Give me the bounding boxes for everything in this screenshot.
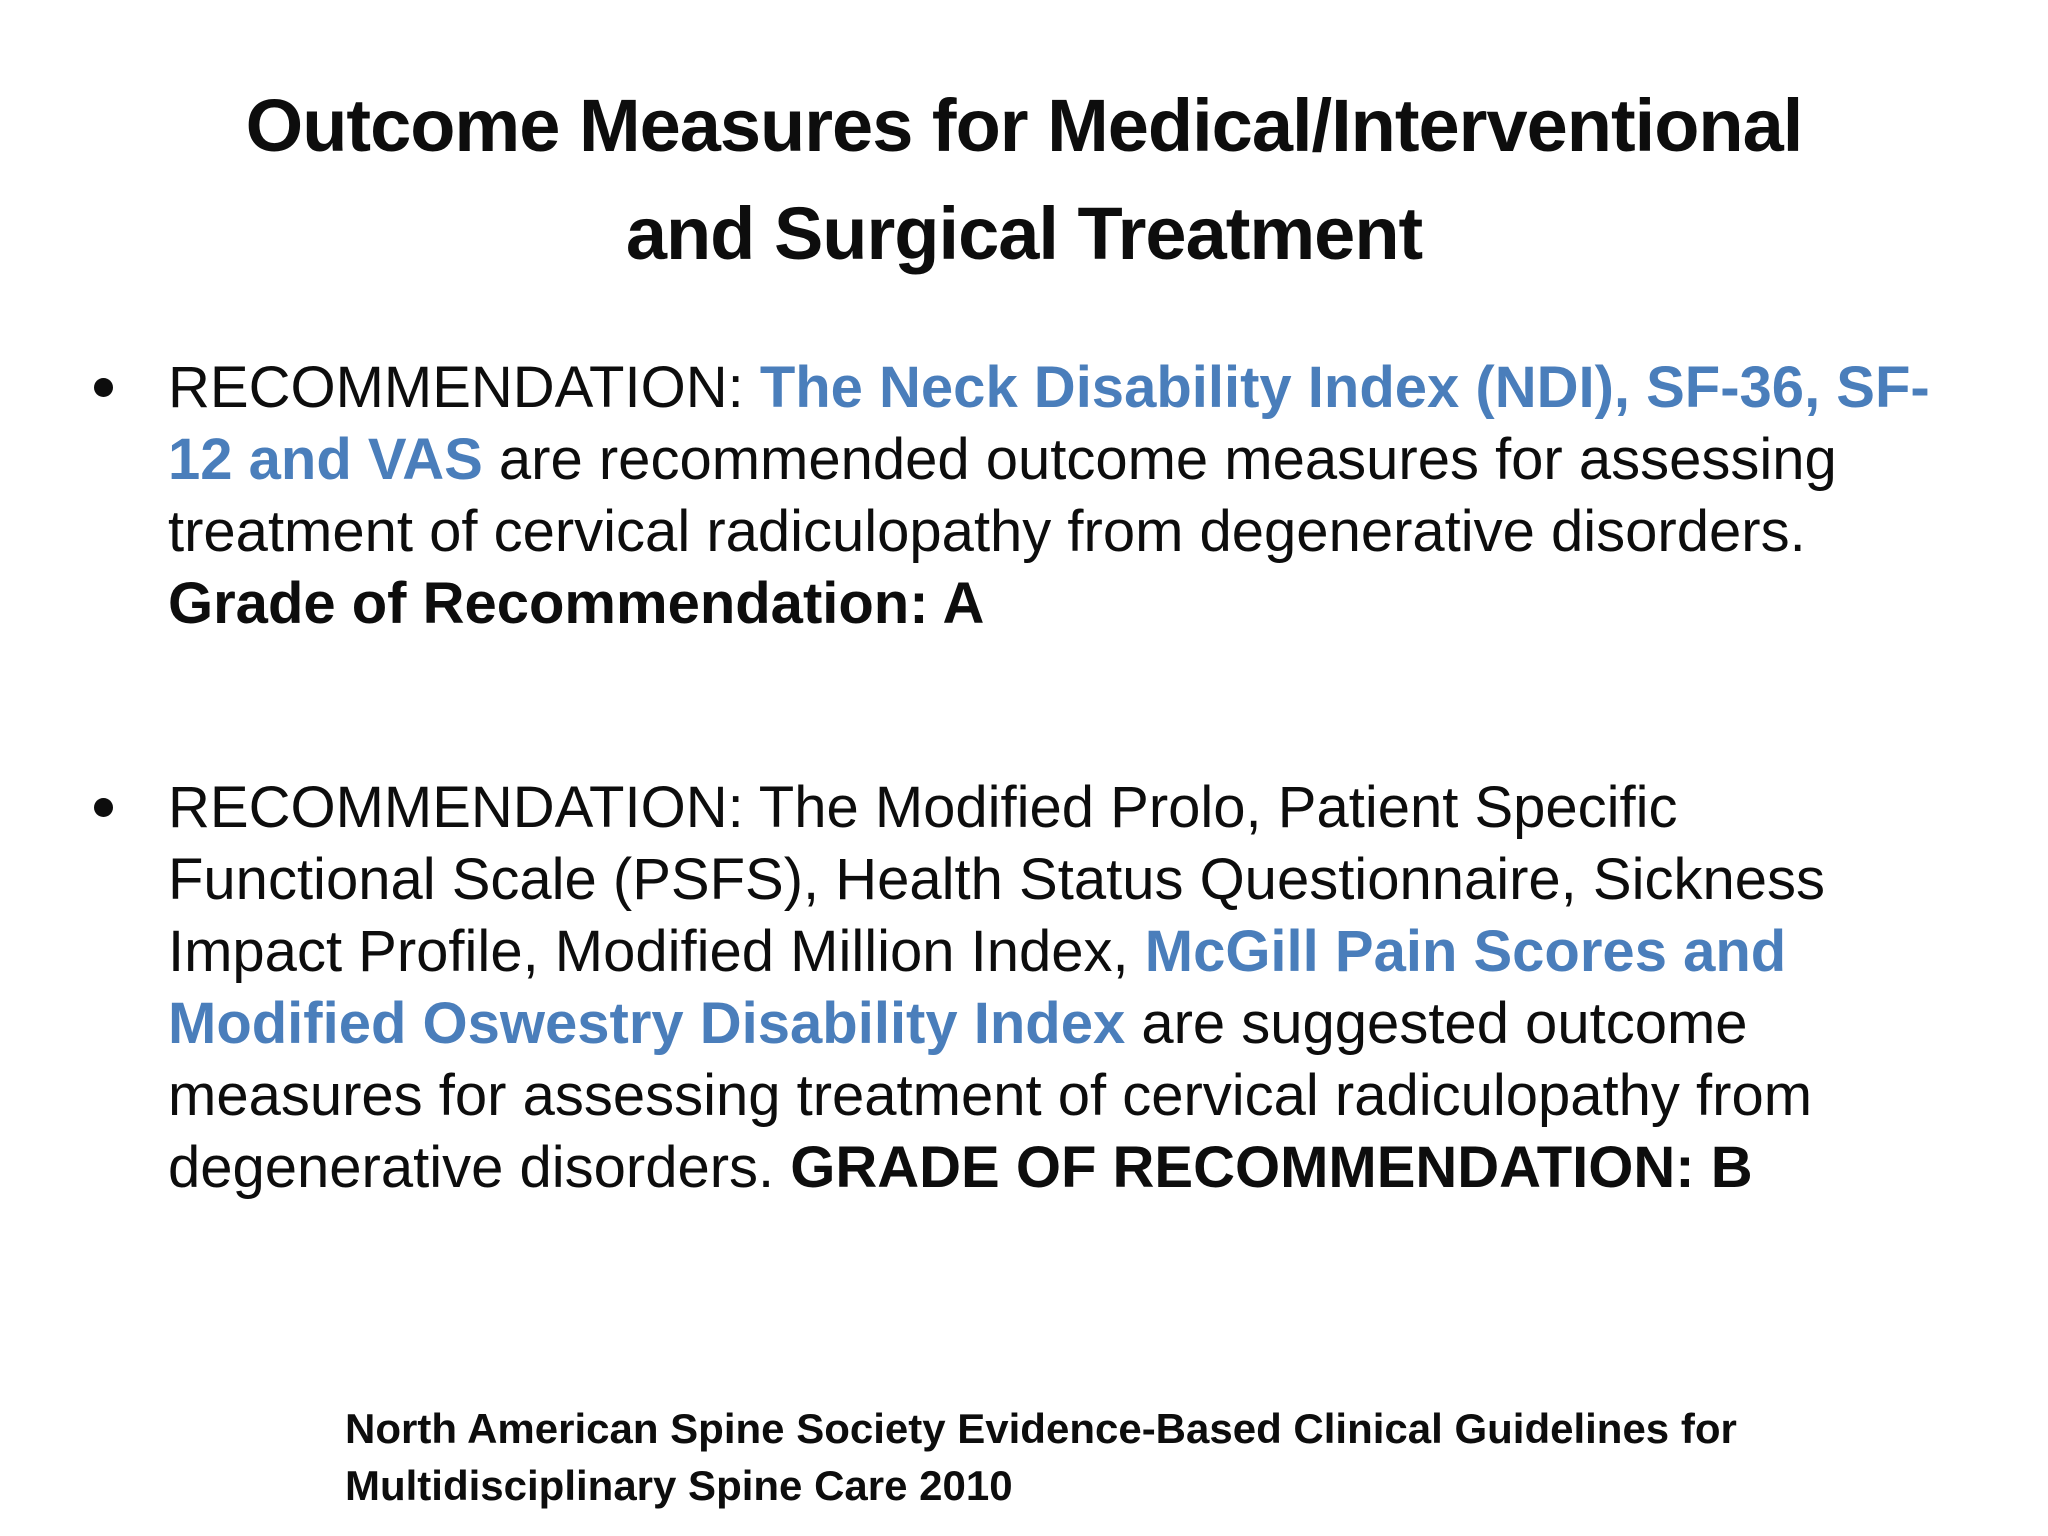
bullet-dot-icon bbox=[94, 378, 113, 397]
slide-title-line2: and Surgical Treatment bbox=[625, 192, 1423, 275]
text-run: RECOMMENDATION: The Modified Prolo, Pati… bbox=[168, 775, 1825, 984]
slide-title-line1: Outcome Measures for Medical/Interventio… bbox=[245, 84, 1804, 167]
text-run: RECOMMENDATION: bbox=[168, 355, 760, 420]
footer-citation-line2: Multidisciplinary Spine Care 2010 bbox=[345, 1462, 1013, 1509]
bullet-item-recommendation-b: RECOMMENDATION: The Modified Prolo, Pati… bbox=[88, 772, 1968, 1204]
bullet-text-recommendation-b: RECOMMENDATION: The Modified Prolo, Pati… bbox=[168, 772, 1958, 1204]
footer-citation: North American Spine Society Evidence-Ba… bbox=[345, 1400, 1845, 1514]
text-run-grade: Grade of Recommendation: A bbox=[168, 571, 985, 636]
text-run-highlight: McGill Pain Scores and Modified Oswestry… bbox=[168, 919, 1787, 1056]
bullet-list: RECOMMENDATION: The Neck Disability Inde… bbox=[88, 352, 1968, 1204]
text-run: are suggested outcome measures for asses… bbox=[168, 991, 1813, 1200]
bullet-text-recommendation-a: RECOMMENDATION: The Neck Disability Inde… bbox=[168, 352, 1958, 640]
footer-citation-line1: North American Spine Society Evidence-Ba… bbox=[345, 1405, 1737, 1452]
text-run-grade: GRADE OF RECOMMENDATION: B bbox=[790, 1135, 1753, 1200]
text-run: are recommended outcome measures for ass… bbox=[168, 427, 1837, 564]
bullet-dot-icon bbox=[94, 798, 113, 817]
text-run-highlight: The Neck Disability Index (NDI), SF-36, … bbox=[168, 355, 1930, 492]
slide-title: Outcome Measures for Medical/Interventio… bbox=[60, 72, 1988, 288]
bullet-item-recommendation-a: RECOMMENDATION: The Neck Disability Inde… bbox=[88, 352, 1968, 640]
